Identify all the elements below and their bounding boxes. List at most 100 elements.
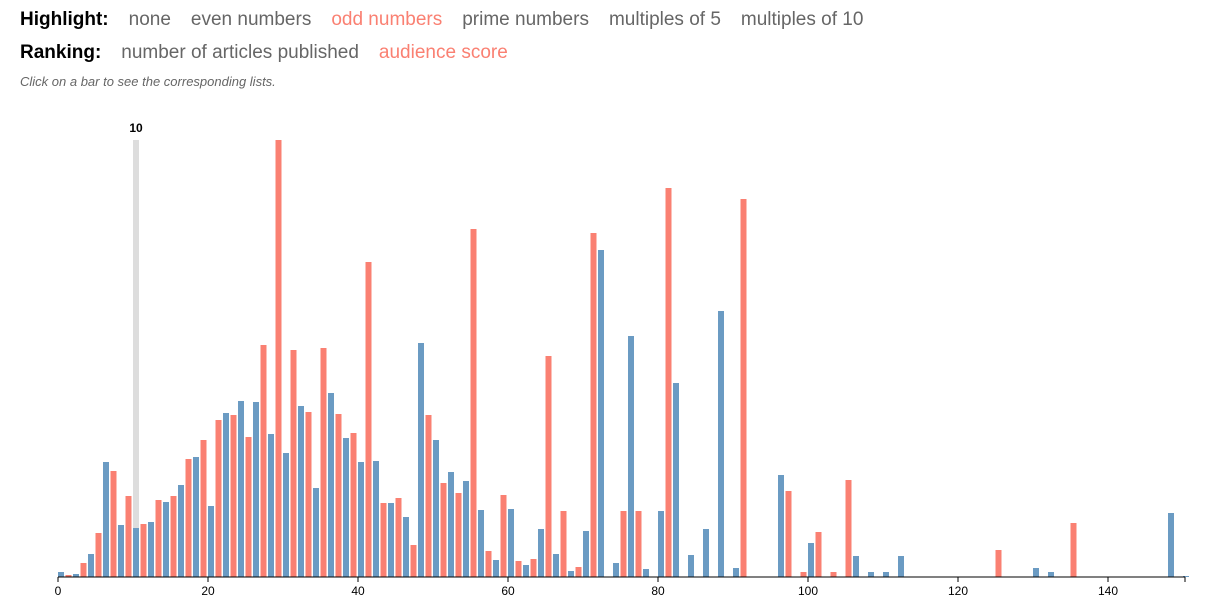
bar[interactable] bbox=[995, 550, 1002, 577]
bar[interactable] bbox=[163, 502, 169, 577]
bar[interactable] bbox=[343, 438, 349, 577]
bar[interactable] bbox=[1070, 523, 1077, 577]
bar[interactable] bbox=[103, 462, 109, 577]
bar[interactable] bbox=[305, 412, 312, 577]
bar[interactable] bbox=[388, 503, 394, 577]
bar[interactable] bbox=[1168, 513, 1174, 577]
bar[interactable] bbox=[1183, 576, 1189, 577]
bar[interactable] bbox=[155, 500, 162, 577]
bar[interactable] bbox=[463, 481, 469, 577]
bar[interactable] bbox=[800, 572, 807, 577]
bar[interactable] bbox=[298, 406, 304, 577]
bar[interactable] bbox=[613, 563, 619, 577]
highlight-option[interactable]: multiples of 5 bbox=[608, 9, 721, 30]
bar[interactable] bbox=[365, 262, 372, 577]
bar[interactable] bbox=[448, 472, 454, 577]
highlight-option[interactable]: none bbox=[128, 9, 171, 30]
highlight-option[interactable]: odd numbers bbox=[331, 9, 443, 30]
bar[interactable] bbox=[245, 437, 252, 577]
bar[interactable] bbox=[830, 572, 837, 577]
bar[interactable] bbox=[545, 356, 552, 577]
bar[interactable] bbox=[493, 560, 499, 577]
bar[interactable] bbox=[58, 572, 64, 577]
bar[interactable] bbox=[575, 567, 582, 577]
bar[interactable] bbox=[568, 571, 574, 577]
bar[interactable] bbox=[193, 457, 199, 577]
ranking-option[interactable]: audience score bbox=[378, 42, 508, 63]
bar[interactable] bbox=[845, 480, 852, 577]
bar[interactable] bbox=[283, 453, 289, 577]
bar[interactable] bbox=[620, 511, 627, 577]
bar[interactable] bbox=[538, 529, 544, 577]
bar[interactable] bbox=[95, 533, 102, 577]
bar[interactable] bbox=[425, 415, 432, 577]
bar[interactable] bbox=[185, 459, 192, 577]
bar[interactable] bbox=[560, 511, 567, 577]
bar[interactable] bbox=[148, 522, 154, 577]
bar[interactable] bbox=[688, 555, 694, 577]
bar[interactable] bbox=[808, 543, 814, 577]
ranking-option[interactable]: number of articles published bbox=[121, 42, 359, 63]
bar[interactable] bbox=[868, 572, 874, 577]
bar[interactable] bbox=[373, 461, 379, 577]
bar[interactable] bbox=[418, 343, 424, 577]
bar[interactable] bbox=[485, 551, 492, 577]
bar[interactable] bbox=[230, 415, 237, 577]
bar[interactable] bbox=[80, 563, 87, 577]
bar[interactable] bbox=[320, 348, 327, 577]
bar[interactable] bbox=[313, 488, 319, 577]
bar[interactable] bbox=[215, 420, 222, 577]
bar[interactable] bbox=[440, 483, 447, 577]
bar[interactable] bbox=[455, 493, 462, 577]
bar[interactable] bbox=[815, 532, 822, 577]
bar[interactable] bbox=[523, 565, 529, 577]
bar[interactable] bbox=[433, 440, 439, 577]
bar[interactable] bbox=[508, 509, 514, 577]
bar[interactable] bbox=[643, 569, 649, 577]
bar[interactable] bbox=[718, 311, 724, 577]
bar[interactable] bbox=[358, 462, 364, 577]
highlight-option[interactable]: multiples of 10 bbox=[740, 9, 864, 30]
bar[interactable] bbox=[478, 510, 484, 577]
bar[interactable] bbox=[208, 506, 214, 577]
bar[interactable] bbox=[73, 574, 79, 577]
bar[interactable] bbox=[733, 568, 739, 577]
bar[interactable] bbox=[673, 383, 679, 577]
bar[interactable] bbox=[170, 496, 177, 577]
bar[interactable] bbox=[88, 554, 94, 577]
bar[interactable] bbox=[410, 545, 417, 577]
bar[interactable] bbox=[110, 471, 117, 577]
bar[interactable] bbox=[178, 485, 184, 577]
highlight-option[interactable]: even numbers bbox=[190, 9, 312, 30]
bar[interactable] bbox=[898, 556, 904, 577]
bar[interactable] bbox=[590, 233, 597, 577]
bar[interactable] bbox=[515, 561, 522, 577]
bar[interactable] bbox=[635, 511, 642, 577]
bar[interactable] bbox=[470, 229, 477, 577]
bar[interactable] bbox=[598, 250, 604, 577]
bar[interactable] bbox=[785, 491, 792, 577]
bar[interactable] bbox=[395, 498, 402, 577]
bar[interactable] bbox=[275, 140, 282, 577]
bar[interactable] bbox=[260, 345, 267, 577]
bar[interactable] bbox=[200, 440, 207, 577]
bar[interactable] bbox=[665, 188, 672, 577]
bar[interactable] bbox=[500, 495, 507, 577]
bar[interactable] bbox=[238, 401, 244, 577]
highlight-option[interactable]: prime numbers bbox=[462, 9, 589, 30]
bar[interactable] bbox=[1048, 572, 1054, 577]
bar[interactable] bbox=[140, 524, 147, 577]
bar[interactable] bbox=[290, 350, 297, 577]
bar[interactable] bbox=[380, 503, 387, 577]
bar[interactable] bbox=[335, 414, 342, 577]
bar[interactable] bbox=[703, 529, 709, 577]
bar[interactable] bbox=[268, 434, 274, 577]
bar[interactable] bbox=[350, 433, 357, 577]
bar[interactable] bbox=[883, 572, 889, 577]
bar[interactable] bbox=[118, 525, 124, 577]
bar[interactable] bbox=[740, 199, 747, 577]
bar[interactable] bbox=[133, 528, 139, 577]
bar[interactable] bbox=[65, 575, 72, 577]
bar[interactable] bbox=[223, 413, 229, 577]
bar[interactable] bbox=[253, 402, 259, 577]
